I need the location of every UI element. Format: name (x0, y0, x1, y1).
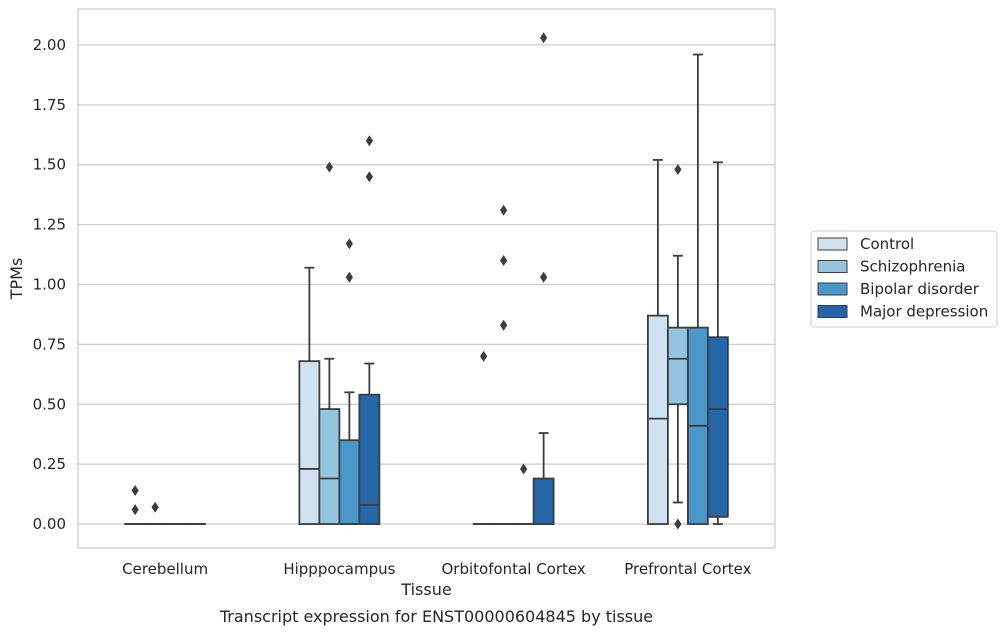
legend-swatch (817, 282, 848, 296)
outlier-point (540, 32, 548, 44)
box-1-0 (298, 266, 321, 525)
x-tick-label: Prefrontal Cortex (624, 560, 751, 578)
outlier-point (151, 501, 159, 513)
outlier-point (131, 485, 139, 497)
legend-label: Control (860, 235, 914, 253)
box-1-2 (338, 238, 361, 525)
x-axis-label: Tissue (400, 580, 451, 599)
grid-lines (78, 44, 775, 525)
y-tick-label: 1.50 (33, 156, 66, 174)
x-tick-label: Orbitofontal Cortex (442, 560, 586, 578)
outlier-point (325, 161, 333, 173)
box-body (646, 314, 669, 525)
box-1-1 (318, 161, 341, 525)
box-body (358, 393, 381, 525)
outlier-point (500, 319, 508, 331)
box-plots (124, 32, 729, 530)
box-2-1 (492, 204, 515, 525)
box-0-0 (124, 485, 147, 525)
x-tick-label: Cerebellum (122, 560, 208, 578)
box-2-3 (532, 32, 555, 525)
outlier-point (674, 518, 682, 530)
y-tick-label: 2.00 (33, 36, 66, 54)
box-3-2 (686, 53, 709, 525)
box-2-2 (512, 463, 535, 525)
chart-caption: Transcript expression for ENST0000060484… (219, 607, 653, 626)
outlier-point (131, 504, 139, 516)
box-body (666, 326, 689, 406)
legend-label: Major depression (860, 303, 988, 321)
box-body (298, 360, 321, 525)
y-tick-label: 1.25 (33, 216, 66, 234)
outlier-point (540, 271, 548, 283)
y-tick-label: 1.00 (33, 275, 66, 293)
outlier-point (365, 171, 373, 183)
outlier-point (500, 255, 508, 267)
legend: Control Schizophrenia Bipolar disorder Majo… (810, 230, 998, 328)
box-body (318, 408, 341, 525)
legend-swatch (817, 260, 848, 273)
x-tick-labels: Cerebellum Hipppocampus Orbitofontal Corte… (122, 560, 751, 578)
legend-label: Bipolar disorder (860, 280, 980, 298)
legend-swatch (817, 237, 848, 251)
legend-swatch (817, 305, 848, 318)
box-3-3 (706, 161, 729, 525)
legend-frame (810, 230, 998, 328)
y-axis-label: TPMs (7, 258, 26, 301)
y-tick-label: 0.50 (33, 395, 66, 413)
legend-label: Schizophrenia (860, 258, 965, 276)
outlier-point (674, 164, 682, 176)
box-3-0 (646, 159, 669, 525)
y-tick-label: 0.75 (33, 335, 66, 353)
box-body (532, 477, 555, 525)
plot-area-frame (77, 8, 776, 549)
box-body (338, 439, 361, 525)
x-tick-label: Hipppocampus (283, 560, 395, 578)
y-tick-labels: 0.00 0.25 0.50 0.75 1.00 1.25 1.50 1.75 2.00 (33, 36, 66, 533)
y-tick-label: 1.75 (33, 96, 66, 114)
box-3-1 (666, 164, 689, 530)
outlier-point (480, 350, 488, 362)
box-1-3 (358, 135, 381, 525)
y-tick-label: 0.00 (33, 515, 66, 533)
outlier-point (520, 463, 528, 475)
outlier-point (500, 204, 508, 216)
outlier-point (365, 135, 373, 147)
box-0-1 (144, 501, 167, 525)
box-body (706, 336, 729, 518)
outlier-point (345, 271, 353, 283)
outlier-point (345, 238, 353, 250)
box-2-0 (472, 350, 495, 525)
y-tick-label: 0.25 (33, 455, 66, 473)
